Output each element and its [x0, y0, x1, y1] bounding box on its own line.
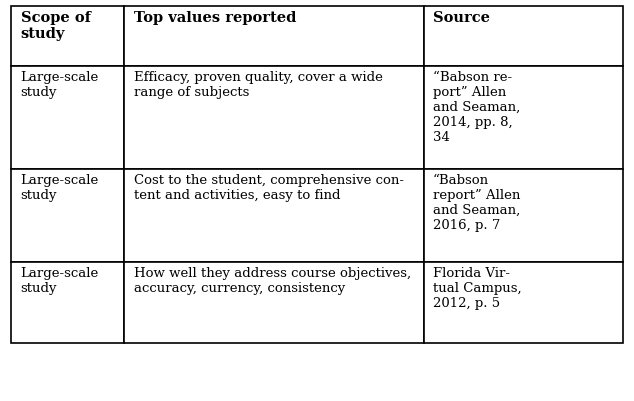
Text: Large-scale
study: Large-scale study [20, 174, 99, 201]
Bar [11, 262, 124, 344]
Text: Efficacy, proven quality, cover a wide
range of subjects: Efficacy, proven quality, cover a wide r… [134, 71, 382, 99]
Text: Source: Source [433, 11, 490, 25]
Text: Large-scale
study: Large-scale study [20, 266, 99, 294]
Bar [11, 7, 124, 67]
Bar [424, 67, 623, 170]
Bar [124, 7, 424, 67]
Text: “Babson re-
port” Allen
and Seaman,
2014, pp. 8,
34: “Babson re- port” Allen and Seaman, 2014… [433, 71, 521, 144]
Bar [124, 262, 424, 344]
Text: How well they address course objectives,
accuracy, currency, consistency: How well they address course objectives,… [134, 266, 411, 294]
Bar [124, 67, 424, 170]
Bar [424, 7, 623, 67]
Bar [11, 67, 124, 170]
Bar [424, 262, 623, 344]
Bar [424, 170, 623, 262]
Text: Cost to the student, comprehensive con-
tent and activities, easy to find: Cost to the student, comprehensive con- … [134, 174, 404, 201]
Text: Scope of
study: Scope of study [20, 11, 91, 41]
Bar [124, 170, 424, 262]
Text: “Babson
report” Allen
and Seaman,
2016, p. 7: “Babson report” Allen and Seaman, 2016, … [433, 174, 521, 231]
Bar [11, 170, 124, 262]
Text: Top values reported: Top values reported [134, 11, 296, 25]
Text: Florida Vir-
tual Campus,
2012, p. 5: Florida Vir- tual Campus, 2012, p. 5 [433, 266, 522, 309]
Text: Large-scale
study: Large-scale study [20, 71, 99, 99]
